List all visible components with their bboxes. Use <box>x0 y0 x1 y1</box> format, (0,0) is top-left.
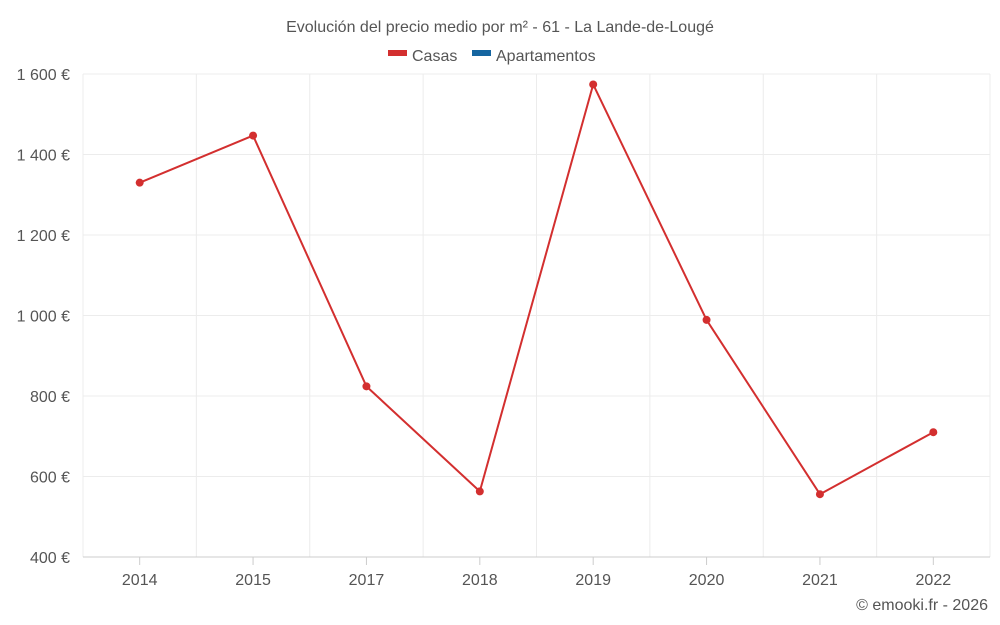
y-tick-label: 1 000 € <box>17 309 70 326</box>
series-line-casas <box>139 83 934 496</box>
data-point-casas-2019[interactable] <box>589 80 598 89</box>
x-tick-label: 2018 <box>462 572 498 589</box>
y-tick-label: 400 € <box>30 550 70 567</box>
legend-label-casas[interactable]: Casas <box>412 48 457 65</box>
x-tick-label: 2017 <box>349 572 385 589</box>
x-tick-label: 2021 <box>802 572 838 589</box>
axes: 400 € 600 € 800 € 1 000 € 1 200 € 1 400 € 1 60… <box>17 67 990 589</box>
legend-swatch-casas <box>388 50 407 56</box>
grid <box>82 73 991 557</box>
legend: Casas Apartamentos <box>388 48 596 65</box>
data-point-casas-2022[interactable] <box>929 428 938 437</box>
data-point-casas-2014[interactable] <box>135 178 144 187</box>
data-point-casas-2017[interactable] <box>362 382 371 391</box>
data-point-casas-2015[interactable] <box>249 131 258 140</box>
data-point-casas-2018[interactable] <box>475 487 484 496</box>
y-tick-label: 600 € <box>30 470 70 487</box>
data-point-casas-2021[interactable] <box>815 490 824 499</box>
x-tick-label: 2019 <box>575 572 611 589</box>
chart-title: Evolución del precio medio por m² - 61 -… <box>286 19 714 36</box>
x-tick-label: 2015 <box>235 572 271 589</box>
y-tick-label: 1 400 € <box>17 148 70 165</box>
y-tick-label: 1 600 € <box>17 67 70 84</box>
x-tick-label: 2020 <box>689 572 725 589</box>
y-tick-label: 800 € <box>30 389 70 406</box>
legend-label-apartamentos[interactable]: Apartamentos <box>496 48 596 65</box>
y-tick-label: 1 200 € <box>17 228 70 245</box>
x-tick-label: 2014 <box>122 572 158 589</box>
credit-text: © emooki.fr - 2026 <box>856 597 988 614</box>
series-casas <box>135 80 938 499</box>
data-point-casas-2020[interactable] <box>702 315 711 324</box>
x-tick-label: 2022 <box>916 572 952 589</box>
legend-swatch-apartamentos <box>472 50 491 56</box>
